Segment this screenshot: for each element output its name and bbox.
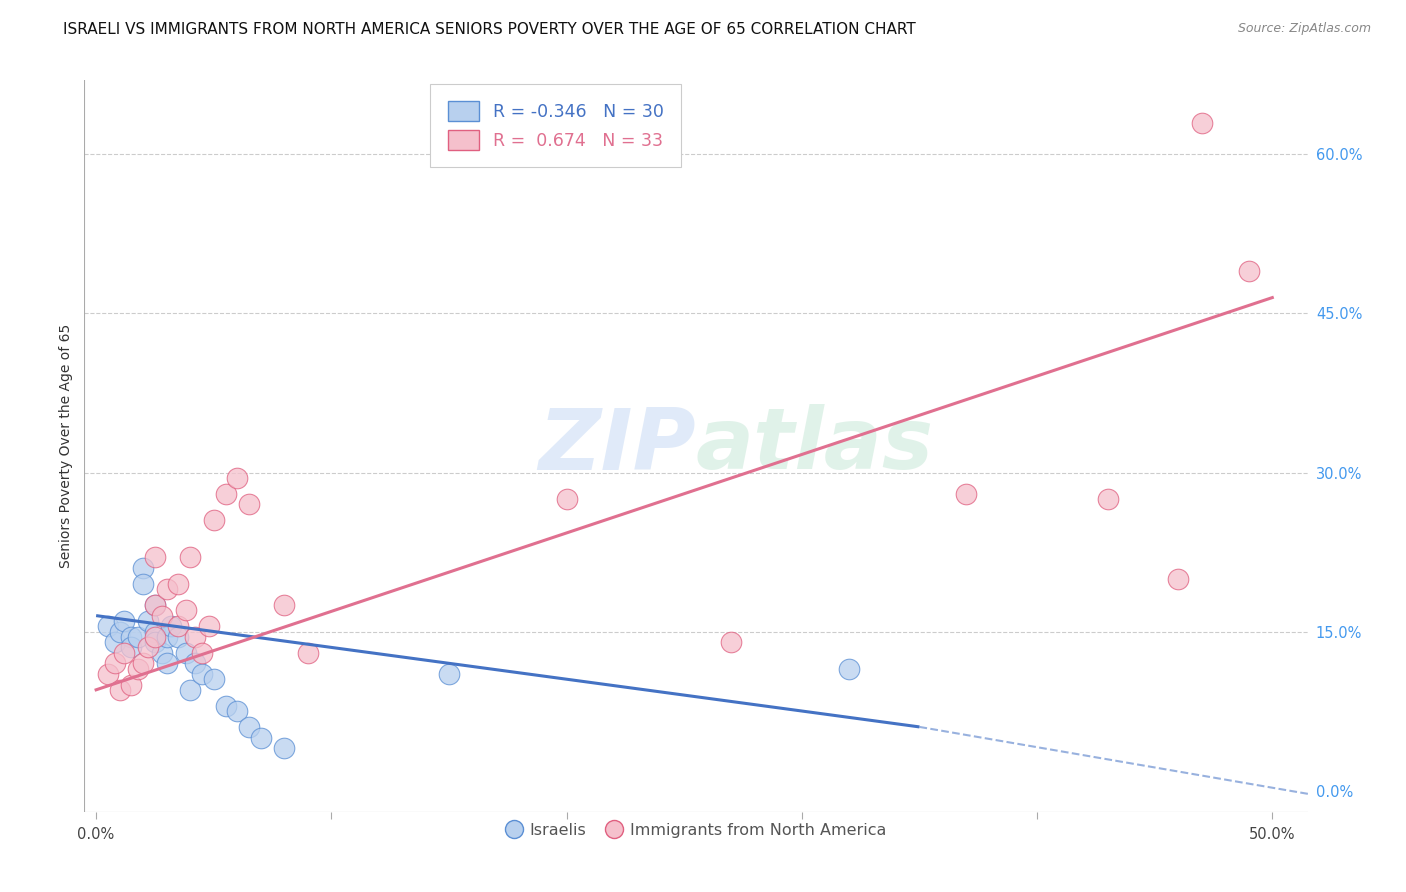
Point [202,672,225,686]
Point [273,598,295,612]
Point [156,657,179,671]
Point [143,598,166,612]
Point [174,603,197,617]
Point [127,662,149,676]
Point [167,576,190,591]
Point [555,491,578,506]
Text: ISRAELI VS IMMIGRANTS FROM NORTH AMERICA SENIORS POVERTY OVER THE AGE OF 65 CORR: ISRAELI VS IMMIGRANTS FROM NORTH AMERICA… [63,22,917,37]
Point [156,630,179,644]
Point [143,635,166,649]
Point [1191,116,1213,130]
Point [198,619,221,633]
Point [132,657,155,671]
Point [120,630,142,644]
Point [160,619,183,633]
Point [104,635,127,649]
Point [226,471,249,485]
Point [104,657,127,671]
Point [156,582,179,596]
Point [132,561,155,575]
Point [238,497,260,511]
Point [226,704,249,718]
Point [238,720,260,734]
Point [132,576,155,591]
Text: Source: ZipAtlas.com: Source: ZipAtlas.com [1237,22,1371,36]
Point [174,646,197,660]
Point [127,630,149,644]
Point [136,640,159,655]
Point [108,624,131,639]
Point [1237,264,1260,278]
Point [1097,491,1119,506]
Legend: Israelis, Immigrants from North America: Israelis, Immigrants from North America [499,816,893,844]
Point [955,486,977,500]
Point [184,630,207,644]
Point [191,667,214,681]
Point [1167,572,1189,586]
Point [437,667,460,681]
Point [143,630,166,644]
Point [97,619,120,633]
Point [249,731,271,745]
Point [720,635,742,649]
Point [112,646,135,660]
Point [179,550,201,565]
Point [273,741,295,756]
Point [108,682,131,697]
Text: atlas: atlas [696,404,934,488]
Point [150,608,173,623]
Point [136,614,159,628]
Text: ZIP: ZIP [538,404,696,488]
Point [179,682,201,697]
Point [143,598,166,612]
Y-axis label: Seniors Poverty Over the Age of 65: Seniors Poverty Over the Age of 65 [59,324,73,568]
Point [214,698,236,713]
Point [838,662,860,676]
Point [297,646,319,660]
Point [120,677,142,691]
Point [184,657,207,671]
Point [143,550,166,565]
Point [112,614,135,628]
Point [167,630,190,644]
Point [167,619,190,633]
Point [191,646,214,660]
Point [202,513,225,527]
Point [214,486,236,500]
Point [143,624,166,639]
Point [150,646,173,660]
Point [120,640,142,655]
Point [97,667,120,681]
